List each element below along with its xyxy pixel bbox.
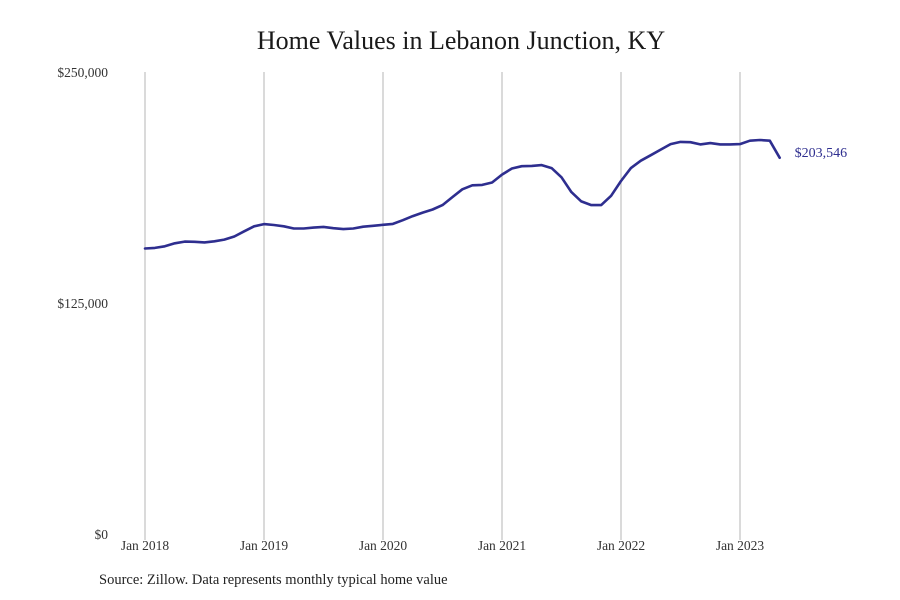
y-tick-label: $125,000 bbox=[57, 296, 108, 311]
series-line bbox=[143, 138, 782, 250]
source-note: Source: Zillow. Data represents monthly … bbox=[99, 572, 448, 588]
x-tick-label: Jan 2023 bbox=[716, 538, 765, 553]
series-layer bbox=[143, 138, 782, 250]
chart-title: Home Values in Lebanon Junction, KY bbox=[256, 26, 666, 55]
y-axis-tick-labels: $0 $125,000 $250,000 bbox=[57, 65, 108, 542]
end-value-label: $203,546 bbox=[795, 146, 848, 161]
x-tick-label: Jan 2022 bbox=[597, 538, 645, 553]
y-tick-label: $0 bbox=[95, 527, 109, 542]
x-axis-tick-labels: Jan 2018 Jan 2019 Jan 2020 Jan 2021 Jan 2022… bbox=[121, 538, 765, 553]
end-value-label-layer: $203,546 bbox=[795, 146, 848, 161]
grid-lines bbox=[144, 72, 741, 540]
y-tick-label: $250,000 bbox=[57, 65, 108, 80]
x-tick-label: Jan 2018 bbox=[121, 538, 170, 553]
x-tick-label: Jan 2021 bbox=[478, 538, 526, 553]
x-tick-label: Jan 2019 bbox=[240, 538, 289, 553]
x-tick-label: Jan 2020 bbox=[359, 538, 408, 553]
